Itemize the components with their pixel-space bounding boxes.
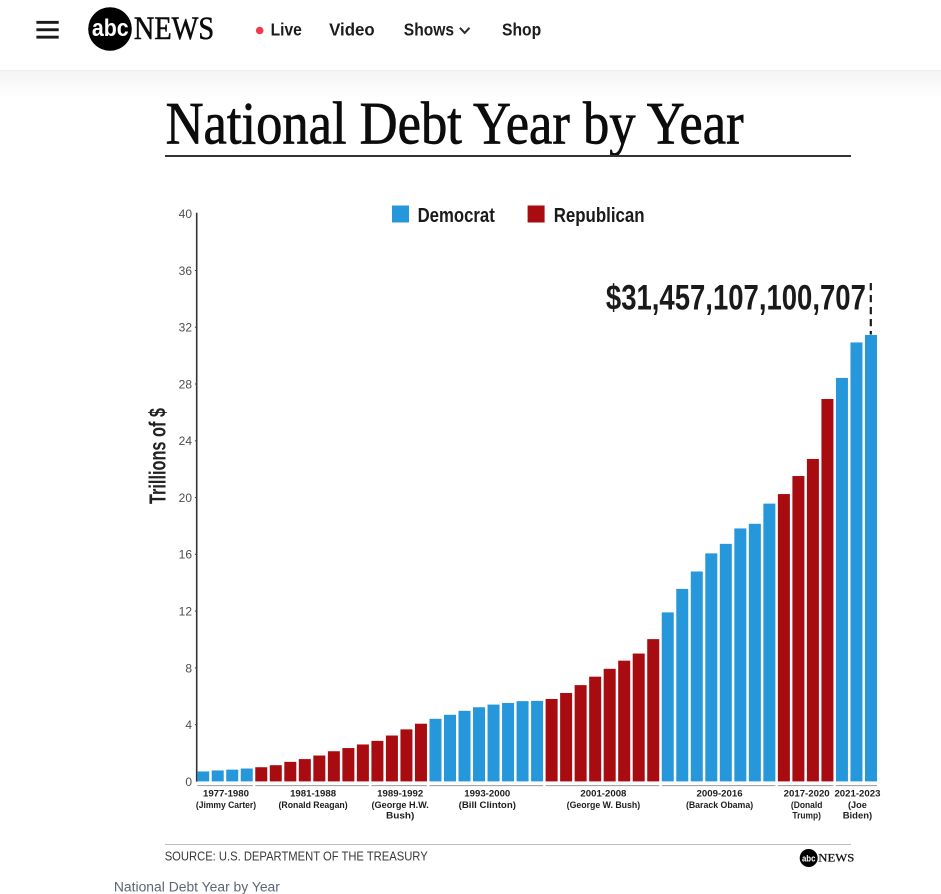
svg-text:32: 32 bbox=[179, 321, 193, 335]
svg-text:(Joe: (Joe bbox=[848, 800, 867, 810]
svg-text:1989-1992: 1989-1992 bbox=[377, 789, 423, 799]
svg-text:2021-2023: 2021-2023 bbox=[834, 789, 880, 799]
svg-text:Biden): Biden) bbox=[843, 811, 873, 821]
svg-text:(Ronald Reagan): (Ronald Reagan) bbox=[279, 800, 348, 810]
svg-text:NEWS: NEWS bbox=[818, 852, 854, 864]
svg-text:(Barack Obama): (Barack Obama) bbox=[686, 800, 753, 810]
svg-text:2009-2016: 2009-2016 bbox=[697, 789, 743, 799]
svg-text:(George H.W.: (George H.W. bbox=[372, 800, 429, 810]
svg-text:(Jimmy Carter): (Jimmy Carter) bbox=[196, 800, 256, 810]
svg-text:Live: Live bbox=[271, 19, 302, 39]
svg-text:Shop: Shop bbox=[502, 19, 541, 39]
svg-text:40: 40 bbox=[179, 207, 193, 221]
svg-text:1993-2000: 1993-2000 bbox=[464, 789, 510, 799]
svg-text:20: 20 bbox=[179, 491, 193, 505]
svg-text:0: 0 bbox=[185, 775, 192, 789]
svg-text:12: 12 bbox=[179, 604, 193, 618]
svg-text:36: 36 bbox=[179, 264, 193, 278]
svg-text:4: 4 bbox=[185, 718, 192, 732]
svg-text:abc: abc bbox=[92, 15, 129, 42]
svg-text:SOURCE: U.S. DEPARTMENT OF THE: SOURCE: U.S. DEPARTMENT OF THE TREASURY bbox=[165, 848, 428, 863]
svg-text:(Donald: (Donald bbox=[791, 800, 823, 810]
svg-text:1981-1988: 1981-1988 bbox=[290, 789, 336, 799]
svg-text:abc: abc bbox=[802, 853, 816, 864]
svg-text:1977-1980: 1977-1980 bbox=[203, 789, 249, 799]
svg-text:Shows: Shows bbox=[404, 19, 454, 39]
svg-text:Trump): Trump) bbox=[792, 811, 821, 821]
svg-text:Bush): Bush) bbox=[386, 811, 414, 821]
svg-text:Democrat: Democrat bbox=[418, 204, 495, 227]
svg-text:$31,457,107,100,707: $31,457,107,100,707 bbox=[606, 278, 866, 317]
svg-text:National Debt Year by Year: National Debt Year by Year bbox=[166, 91, 744, 157]
svg-text:National Debt Year by Year: National Debt Year by Year bbox=[114, 879, 281, 894]
svg-text:Video: Video bbox=[329, 19, 375, 39]
svg-text:8: 8 bbox=[185, 661, 192, 675]
svg-text:28: 28 bbox=[179, 377, 193, 391]
svg-text:24: 24 bbox=[179, 434, 193, 448]
svg-text:Republican: Republican bbox=[554, 204, 645, 227]
svg-text:(George W. Bush): (George W. Bush) bbox=[567, 800, 641, 810]
svg-text:NEWS: NEWS bbox=[134, 11, 214, 47]
svg-text:Trillions of $: Trillions of $ bbox=[144, 408, 170, 504]
svg-text:2017-2020: 2017-2020 bbox=[784, 789, 830, 799]
svg-text:16: 16 bbox=[179, 548, 193, 562]
svg-text:(Bill Clinton): (Bill Clinton) bbox=[459, 800, 516, 810]
svg-text:2001-2008: 2001-2008 bbox=[580, 789, 626, 799]
